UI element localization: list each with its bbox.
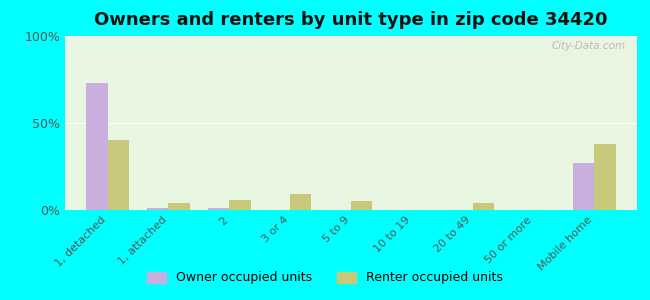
Bar	[473, 203, 494, 210]
Bar	[108, 140, 129, 210]
Legend: Owner occupied units, Renter occupied units: Owner occupied units, Renter occupied un…	[141, 265, 509, 291]
Bar	[208, 208, 229, 210]
Bar	[351, 201, 372, 210]
Bar	[290, 194, 311, 210]
Bar	[168, 203, 190, 210]
Bar	[147, 208, 168, 210]
Text: City-Data.com: City-Data.com	[551, 41, 625, 51]
Bar	[229, 200, 251, 210]
Bar	[573, 163, 594, 210]
Title: Owners and renters by unit type in zip code 34420: Owners and renters by unit type in zip c…	[94, 11, 608, 29]
Bar	[86, 83, 108, 210]
Bar	[594, 144, 616, 210]
